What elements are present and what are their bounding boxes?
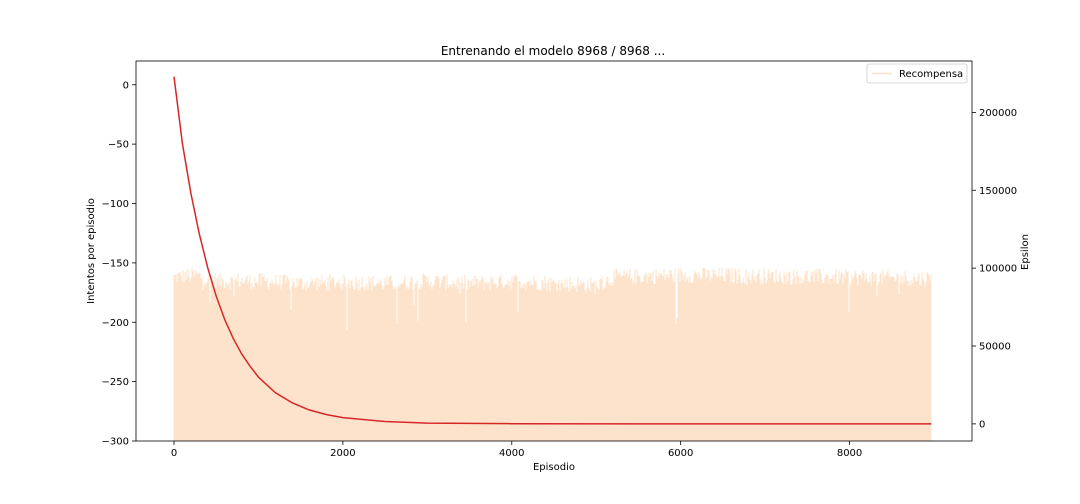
plot-area <box>173 76 932 441</box>
y-tick-label-left: −50 <box>108 140 129 151</box>
x-tick-label: 0 <box>171 448 177 459</box>
x-tick-label: 4000 <box>499 448 524 459</box>
y-tick-label-right: 150000 <box>979 186 1017 197</box>
y-axis-right-label: Epsilon <box>1020 234 1031 270</box>
y-tick-label-left: 0 <box>123 80 129 91</box>
legend-label-recompensa: Recompensa <box>899 69 963 80</box>
series-epsilon <box>173 76 932 425</box>
legend-box <box>866 63 968 84</box>
y-tick-label-left: −150 <box>102 258 129 269</box>
x-tick-label: 6000 <box>668 448 693 459</box>
y-tick-label-left: −300 <box>102 437 129 448</box>
series-recompensa <box>173 267 932 441</box>
y-axis-left-label: Intentos por episodio <box>86 198 97 304</box>
x-tick-label: 8000 <box>837 448 862 459</box>
y-tick-label-left: −100 <box>102 199 129 210</box>
x-axis-label: Episodio <box>533 462 575 473</box>
y-axis-right: 0 50000 100000 150000 200000 <box>972 108 1017 430</box>
legend: Recompensa <box>866 63 968 84</box>
chart-title: Entrenando el modelo 8968 / 8968 ... <box>441 44 665 58</box>
y-tick-label-right: 50000 <box>979 342 1011 353</box>
y-tick-label-right: 200000 <box>979 108 1017 119</box>
x-axis: 0 2000 4000 6000 8000 <box>171 441 862 459</box>
y-tick-label-left: −200 <box>102 318 129 329</box>
x-tick-label: 2000 <box>330 448 355 459</box>
y-tick-label-right: 0 <box>979 419 985 430</box>
y-axis-left: 0 −50 −100 −150 −200 −250 −300 <box>102 80 136 448</box>
y-tick-label-left: −250 <box>102 377 129 388</box>
y-tick-label-right: 100000 <box>979 264 1017 275</box>
plot-frame <box>135 60 973 442</box>
